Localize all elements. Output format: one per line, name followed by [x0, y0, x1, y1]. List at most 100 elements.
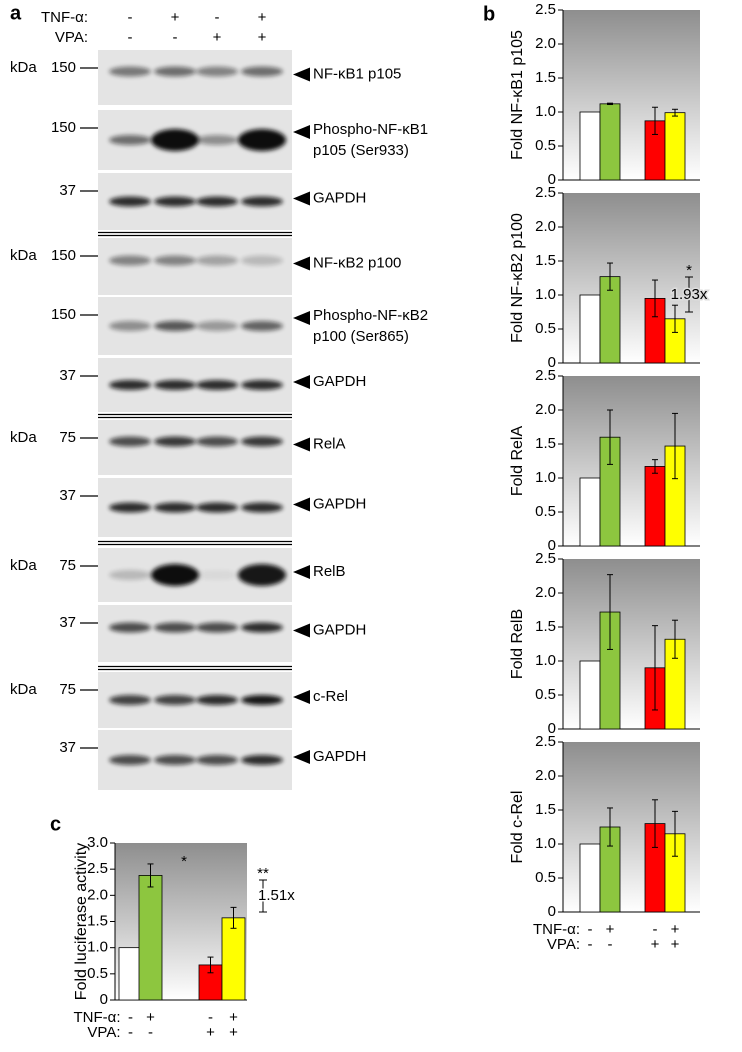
bar: [579, 111, 601, 181]
condition-label: VPA:: [55, 29, 88, 46]
x-row-label: VPA:: [547, 936, 580, 953]
blot-label: p100 (Ser865): [313, 328, 409, 345]
blot: [98, 238, 292, 295]
marker-label: 150: [51, 306, 76, 323]
blot-label: GAPDH: [313, 373, 366, 390]
band: [241, 255, 283, 266]
x-row-label: VPA:: [87, 1024, 120, 1041]
x-row-label: TNF-α:: [74, 1009, 121, 1026]
band: [109, 321, 151, 331]
marker-label: 37: [59, 487, 76, 504]
condition-sign: +: [258, 9, 267, 26]
x-row-sign: -: [208, 1009, 213, 1026]
blot-label: Phospho-NF-κB2: [313, 307, 428, 324]
bar: [579, 294, 601, 364]
band: [109, 380, 151, 390]
x-row-sign: -: [608, 936, 613, 953]
band: [154, 255, 196, 266]
condition-sign: -: [128, 29, 133, 46]
band: [196, 570, 238, 580]
band: [196, 755, 238, 765]
band: [154, 622, 196, 633]
band: [109, 436, 151, 447]
y-tick-label: 2.0: [535, 767, 556, 784]
panel-label: c: [50, 813, 61, 835]
y-tick-label: 1.0: [535, 469, 556, 486]
y-tick-label: 2.5: [535, 367, 556, 384]
x-row-sign: -: [588, 921, 593, 938]
blot: [98, 605, 292, 662]
y-tick-label: 1.0: [535, 835, 556, 852]
y-tick-label: 2.5: [535, 1, 556, 18]
bar: [644, 466, 666, 547]
band: [109, 66, 151, 77]
y-tick-label: 2.5: [535, 184, 556, 201]
band: [241, 622, 283, 633]
x-row-sign: +: [671, 921, 680, 938]
x-row-sign: -: [653, 921, 658, 938]
arrow: [293, 750, 310, 764]
blot-label: RelA: [313, 435, 346, 452]
x-row-sign: -: [128, 1024, 133, 1041]
blot-label: p105 (Ser933): [313, 142, 409, 159]
blot-label: GAPDH: [313, 748, 366, 765]
band: [154, 380, 196, 390]
arrow: [293, 191, 310, 206]
band: [196, 622, 238, 633]
arrow: [293, 375, 310, 389]
band: [154, 66, 196, 77]
marker-label: 37: [59, 367, 76, 384]
y-axis-label: Fold NF-κB1 p105: [509, 30, 526, 160]
band: [151, 129, 199, 151]
band: [196, 380, 238, 390]
arrow: [293, 437, 310, 452]
y-tick-label: 1.5: [535, 69, 556, 86]
arrow: [293, 497, 310, 512]
annotation: **: [257, 865, 269, 882]
marker-unit: kDa: [10, 247, 37, 264]
band: [238, 129, 286, 151]
marker-label: 37: [59, 182, 76, 199]
y-tick-label: 0: [548, 171, 556, 188]
x-row-sign: -: [148, 1024, 153, 1041]
y-tick-label: 1.5: [535, 801, 556, 818]
y-tick-label: 1.5: [535, 435, 556, 452]
blot: [98, 420, 292, 475]
band: [196, 321, 238, 331]
y-tick-label: 2.5: [535, 733, 556, 750]
y-tick-label: 2.5: [535, 550, 556, 567]
band: [241, 502, 283, 513]
band: [154, 436, 196, 447]
band: [196, 135, 238, 145]
marker-label: 150: [51, 247, 76, 264]
blot-label: GAPDH: [313, 621, 366, 638]
y-tick-label: 2.5: [87, 860, 108, 877]
band: [109, 502, 151, 513]
blot-label: GAPDH: [313, 495, 366, 512]
marker-label: 37: [59, 614, 76, 631]
y-tick-label: 0.5: [535, 320, 556, 337]
band: [109, 255, 151, 266]
arrow: [293, 565, 310, 579]
marker-unit: kDa: [10, 429, 37, 446]
y-tick-label: 0: [548, 720, 556, 737]
y-tick-label: 0.5: [535, 137, 556, 154]
marker-label: 75: [59, 557, 76, 574]
marker-label: 150: [51, 119, 76, 136]
annotation: 1.51x: [258, 887, 295, 904]
band: [109, 196, 151, 207]
marker-label: 37: [59, 739, 76, 756]
band: [196, 436, 238, 447]
x-row-sign: +: [146, 1009, 155, 1026]
bar: [599, 103, 621, 181]
y-tick-label: 3.0: [87, 834, 108, 851]
condition-sign: +: [213, 29, 222, 46]
band: [109, 755, 151, 765]
band: [154, 321, 196, 331]
blot-label: GAPDH: [313, 189, 366, 206]
x-row-sign: +: [229, 1009, 238, 1026]
marker-unit: kDa: [10, 59, 37, 76]
y-tick-label: 2.0: [87, 886, 108, 903]
y-tick-label: 1.5: [87, 912, 108, 929]
band: [196, 66, 238, 77]
